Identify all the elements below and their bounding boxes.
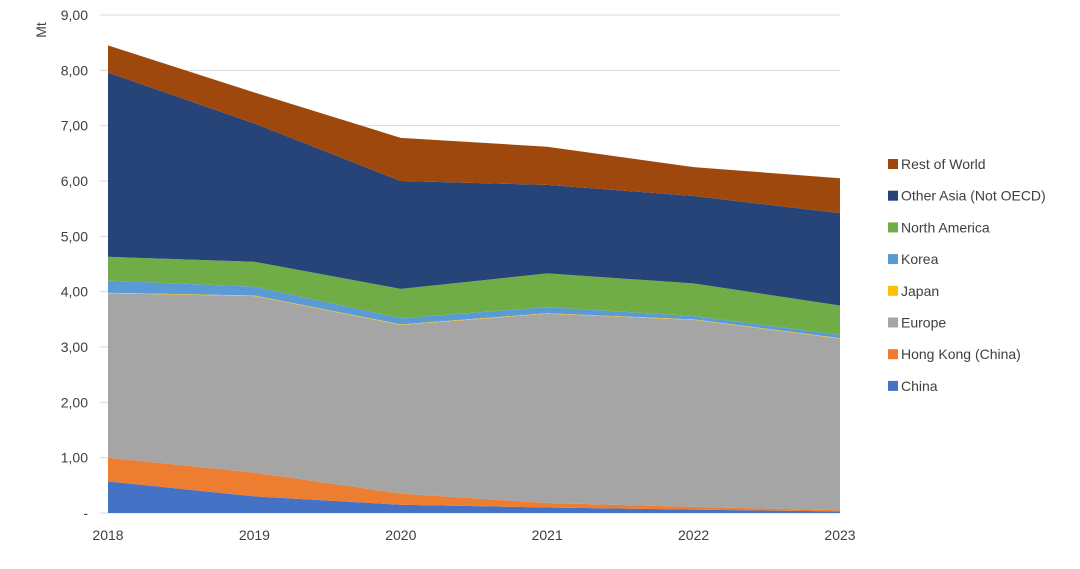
- legend-swatch: [888, 254, 898, 265]
- y-tick-label: 7,00: [61, 118, 88, 134]
- legend-swatch: [888, 349, 898, 360]
- area-rest-of-world: [108, 45, 840, 214]
- y-tick-label: 6,00: [61, 173, 88, 189]
- area-china: [108, 481, 840, 513]
- x-tick-label: 2021: [532, 527, 563, 543]
- area-north-america: [108, 256, 840, 335]
- area-other-asia-not-oecd: [108, 72, 840, 306]
- y-tick-label: 1,00: [61, 450, 88, 466]
- y-tick-label: 5,00: [61, 228, 88, 244]
- area-korea: [108, 280, 840, 339]
- legend-swatch: [888, 317, 898, 328]
- y-axis-label: Mt: [33, 22, 49, 38]
- y-tick-label: 9,00: [61, 7, 88, 23]
- legend-swatch: [888, 222, 898, 233]
- legend-item-label: China: [901, 378, 938, 394]
- x-tick-label: 2019: [239, 527, 270, 543]
- legend-item-label: North America: [901, 219, 990, 235]
- y-tick-label: 2,00: [61, 394, 88, 410]
- legend: Rest of World Other Asia (Not OECD) North …: [888, 156, 1046, 394]
- area-europe: [108, 293, 840, 511]
- y-tick-label: 8,00: [61, 62, 88, 78]
- x-tick-label: 2020: [385, 527, 416, 543]
- legend-swatch: [888, 285, 898, 296]
- legend-item-label: Europe: [901, 315, 946, 331]
- legend-swatch: [888, 159, 898, 169]
- legend-item-label: Rest of World: [901, 156, 986, 172]
- legend-swatch: [888, 380, 898, 391]
- x-tick-label: 2022: [678, 527, 709, 543]
- legend-item-label: Japan: [901, 283, 939, 299]
- legend-item-label: Korea: [901, 251, 939, 267]
- x-axis: 2018 2019 2020 2021 2022 2023: [92, 527, 855, 543]
- area-series: [108, 45, 840, 513]
- x-tick-label: 2023: [824, 527, 855, 543]
- x-tick-label: 2018: [92, 527, 123, 543]
- y-tick-label: 4,00: [61, 284, 88, 300]
- legend-item-label: Other Asia (Not OECD): [901, 188, 1046, 204]
- y-axis: - 1,00 2,00 3,00 4,00 5,00 6,00 7,00 8,00 9,00: [61, 7, 89, 521]
- area-hong-kong-china: [108, 457, 840, 512]
- legend-item-label: Hong Kong (China): [901, 346, 1021, 362]
- y-tick-label: 3,00: [61, 339, 88, 355]
- y-tick-label: -: [83, 505, 88, 521]
- legend-swatch: [888, 190, 898, 201]
